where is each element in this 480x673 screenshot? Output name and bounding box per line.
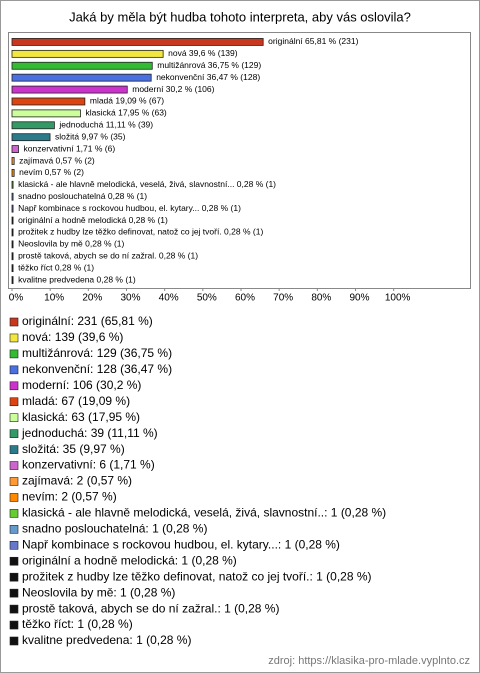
legend-label: zajímavá: 2 (0,57 %) xyxy=(22,474,132,488)
legend-swatch xyxy=(9,588,19,598)
bar xyxy=(11,145,19,153)
source: zdroj: https://klasika-pro-mlade.vyplnto… xyxy=(268,655,470,667)
chart-title: Jaká by měla být hudba tohoto interpreta… xyxy=(69,9,411,24)
legend-swatch xyxy=(9,493,19,502)
legend-label: nevím: 2 (0,57 %) xyxy=(22,490,117,504)
legend-label: multižánrová: 129 (36,75 %) xyxy=(22,346,172,360)
bar-label: nová 39,6 % (139) xyxy=(168,48,238,58)
bar xyxy=(11,121,55,130)
bar xyxy=(11,228,14,237)
x-tick-label: 30% xyxy=(120,293,140,304)
bar-label: složitá 9,97 % (35) xyxy=(55,131,126,141)
legend-swatch xyxy=(9,461,19,470)
legend-swatch xyxy=(9,429,19,438)
bar-label: Neoslovila by mě 0,28 % (1) xyxy=(18,239,124,249)
x-tick-label: 10% xyxy=(44,293,64,304)
legend-label: originální a hodně melodická: 1 (0,28 %) xyxy=(22,553,237,567)
legend-swatch xyxy=(9,477,19,486)
bar-label: originální a hodně melodická 0,28 % (1) xyxy=(18,215,168,225)
legend-label: snadno poslouchatelná: 1 (0,28 %) xyxy=(22,522,207,536)
bar xyxy=(11,85,128,94)
bar xyxy=(11,38,264,46)
legend-swatch xyxy=(9,381,19,391)
legend-swatch xyxy=(9,413,19,423)
legend-label: mladá: 67 (19,09 %) xyxy=(22,394,130,408)
bar-label: multižánrová 36,75 % (129) xyxy=(157,60,261,70)
x-tick-label: 0% xyxy=(9,293,24,304)
legend-swatch xyxy=(9,365,19,375)
bar xyxy=(11,157,15,165)
legend-swatch xyxy=(9,556,19,566)
bar xyxy=(11,97,86,106)
bar xyxy=(11,264,14,273)
legend-label: klasická: 63 (17,95 %) xyxy=(22,410,140,424)
x-tick-label: 100% xyxy=(385,293,411,304)
bar-label: kvalitne predvedena 0,28 % (1) xyxy=(18,274,136,284)
legend-swatch xyxy=(9,620,19,630)
bar xyxy=(11,276,14,284)
bar xyxy=(11,240,14,249)
bar-label: prožitek z hudby lze těžko definovat, na… xyxy=(18,227,263,237)
bar xyxy=(11,192,14,201)
bar-label: prostě taková, abych se do ní zažral. 0,… xyxy=(18,250,198,260)
x-tick-label: 20% xyxy=(82,293,102,304)
bar xyxy=(11,252,14,261)
x-tick-label: 50% xyxy=(197,293,217,304)
bar xyxy=(11,204,14,213)
legend-label: nová: 139 (39,6 %) xyxy=(22,330,123,344)
bar-label: klasická - ale hlavně melodická, veselá,… xyxy=(18,179,276,189)
bar-label: těžko říct 0,28 % (1) xyxy=(18,262,94,272)
legend-label: složitá: 35 (9,97 %) xyxy=(22,442,125,456)
bar-label: snadno poslouchatelná 0,28 % (1) xyxy=(18,191,147,201)
bar xyxy=(11,216,14,225)
bar-label: nekonvenční 36,47 % (128) xyxy=(156,72,260,82)
bar-label: mladá 19,09 % (67) xyxy=(90,96,164,106)
legend-swatch xyxy=(9,540,19,550)
legend-label: Např kombinace s rockovou hudbou, el. ky… xyxy=(22,537,340,551)
x-tick-label: 40% xyxy=(159,293,179,304)
legend-label: moderní: 106 (30,2 %) xyxy=(22,378,141,392)
legend-label: těžko říct: 1 (0,28 %) xyxy=(22,617,133,631)
legend-label: prožitek z hudby lze těžko definovat, na… xyxy=(22,569,372,583)
bar-label: Např kombinace s rockovou hudbou, el. ky… xyxy=(18,203,241,213)
bar-label: jednoduchá 11,11 % (39) xyxy=(58,120,153,130)
legend-swatch xyxy=(9,317,19,327)
legend-swatch xyxy=(9,572,19,582)
legend-label: originální: 231 (65,81 %) xyxy=(22,314,153,328)
bar-label: klasická 17,95 % (63) xyxy=(86,108,167,118)
x-tick-label: 80% xyxy=(311,293,331,304)
bar xyxy=(11,133,51,142)
bar xyxy=(11,49,164,58)
x-tick-label: 70% xyxy=(273,293,293,304)
x-tick-label: 90% xyxy=(349,293,369,304)
bar-label: moderní 30,2 % (106) xyxy=(132,84,214,94)
legend-swatch xyxy=(9,509,19,518)
bar xyxy=(11,109,81,118)
bar-label: konzervativní 1,71 % (6) xyxy=(24,143,116,153)
bar-label: zajímavá 0,57 % (2) xyxy=(19,155,95,165)
x-tick-label: 60% xyxy=(235,293,255,304)
legend-label: jednoduchá: 39 (11,11 %) xyxy=(21,426,158,440)
bar xyxy=(11,180,14,189)
legend-swatch xyxy=(9,349,19,359)
legend-label: kvalitne predvedena: 1 (0,28 %) xyxy=(22,633,191,647)
legend-label: prostě taková, abych se do ní zažral.: 1… xyxy=(22,601,279,615)
legend-swatch xyxy=(9,397,19,407)
legend-label: nekonvenční: 128 (36,47 %) xyxy=(22,362,172,376)
bar-label: originální 65,81 % (231) xyxy=(268,36,358,46)
legend-swatch xyxy=(9,604,19,614)
legend-label: konzervativní: 6 (1,71 %) xyxy=(22,458,155,472)
legend-label: Neoslovila by mě: 1 (0,28 %) xyxy=(22,585,175,599)
bar xyxy=(11,169,15,177)
legend-swatch xyxy=(9,525,19,534)
legend-swatch xyxy=(9,333,19,343)
bar xyxy=(11,61,153,70)
legend-label: klasická - ale hlavně melodická, veselá,… xyxy=(22,506,386,520)
bar xyxy=(11,73,152,82)
legend-swatch xyxy=(9,445,19,454)
bar-label: nevím 0,57 % (2) xyxy=(19,167,84,177)
legend-swatch xyxy=(9,636,19,646)
